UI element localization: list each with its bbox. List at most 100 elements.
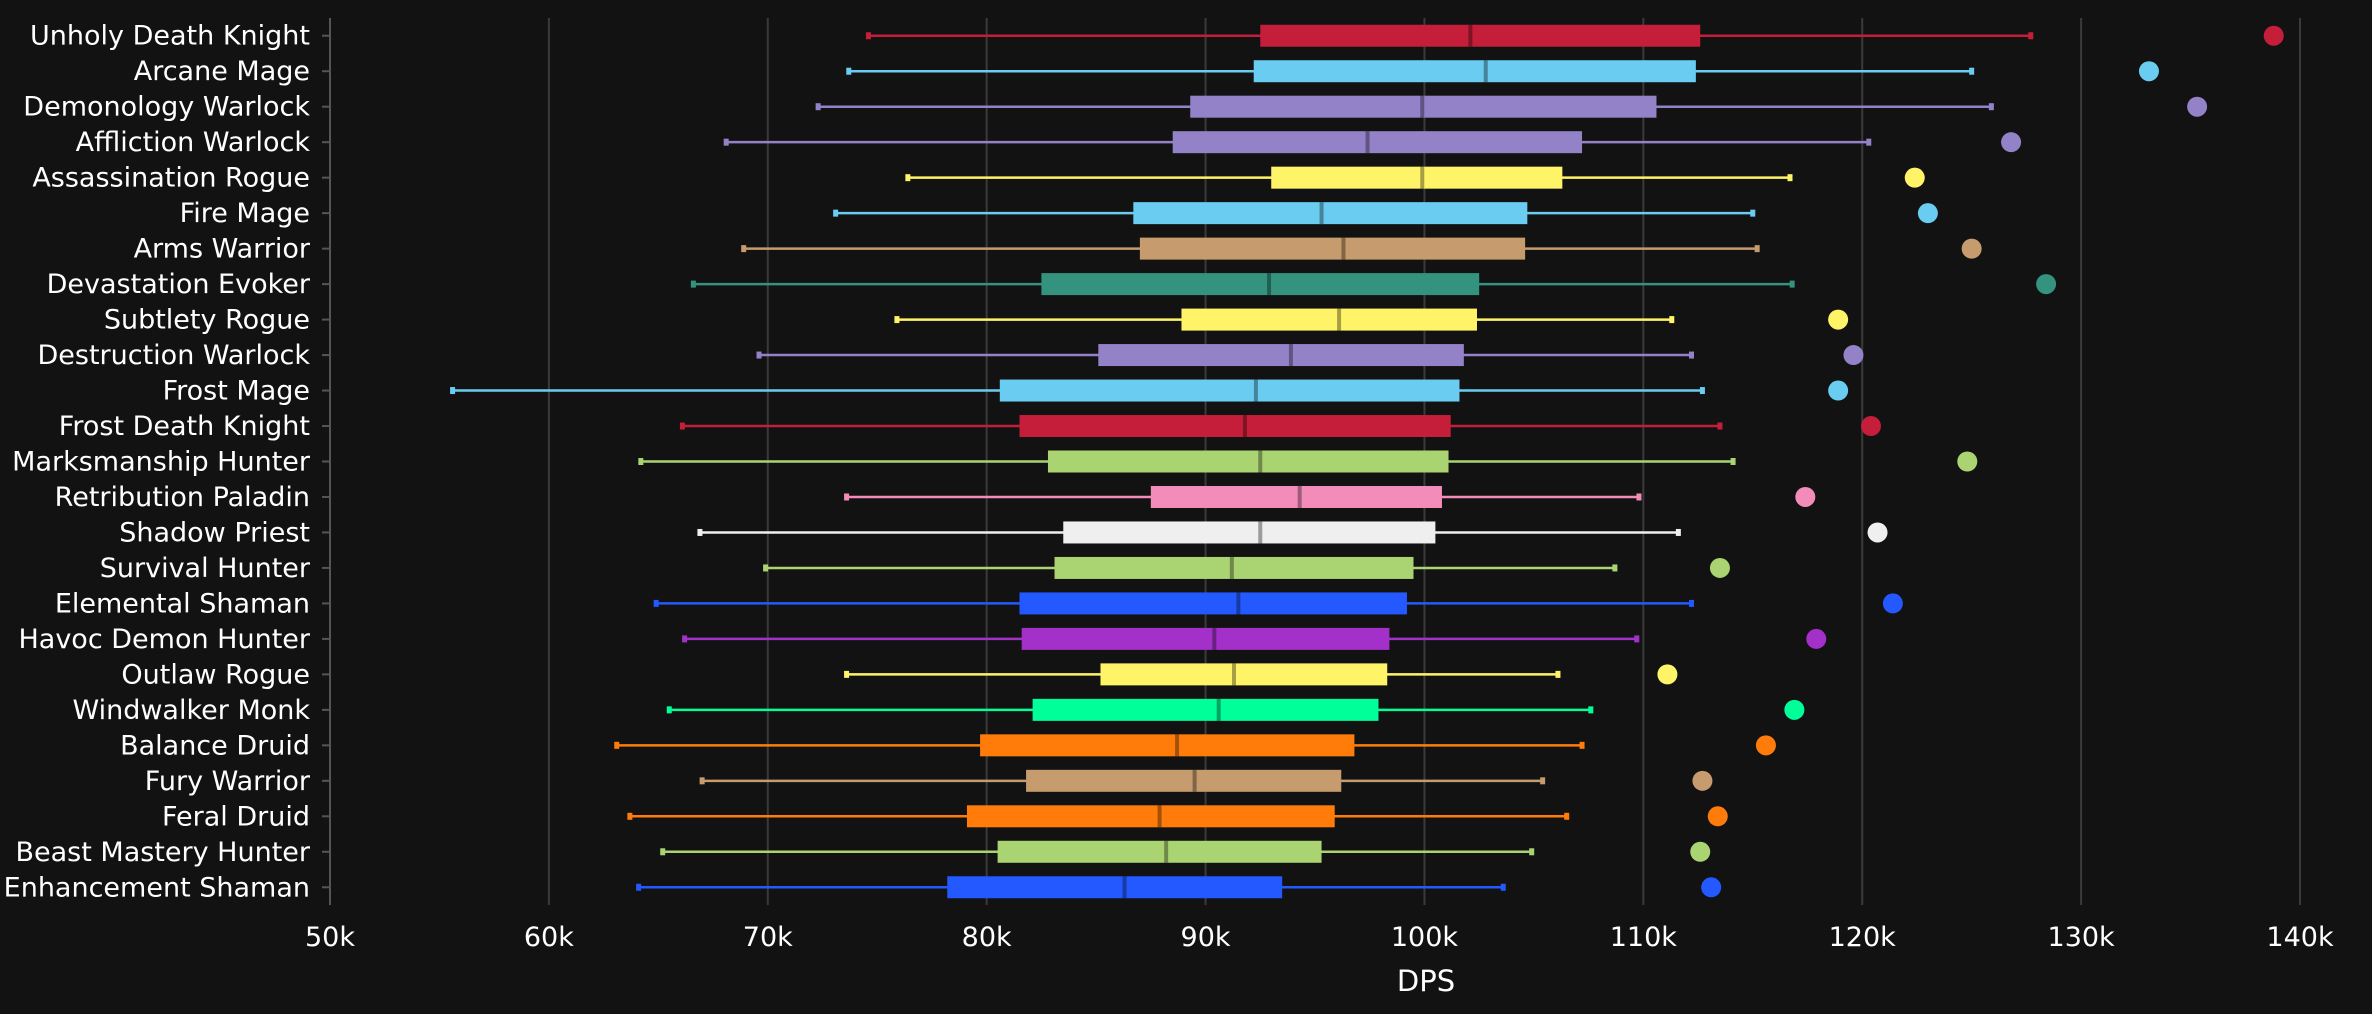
category-label: Fury Warrior: [145, 766, 311, 797]
category-label: Survival Hunter: [100, 553, 311, 584]
x-axis: 50k 60k 70k 80k 90k 100k 110k 120k 130k 140k: [305, 18, 2334, 953]
box-series: [450, 24, 2034, 899]
outlier-point: [1828, 380, 1849, 401]
box-group: [636, 876, 1506, 899]
category-label: Enhancement Shaman: [4, 872, 310, 903]
iqr-box: [1054, 556, 1414, 579]
category-label: Beast Mastery Hunter: [15, 837, 310, 868]
category-label: Feral Druid: [162, 801, 310, 832]
box-group: [690, 273, 1795, 296]
outlier-point: [1917, 203, 1938, 224]
outlier-point: [1961, 238, 1982, 259]
category-label: Assassination Rogue: [32, 163, 310, 194]
iqr-box: [1026, 769, 1342, 792]
box-group: [653, 592, 1694, 615]
iqr-box: [999, 379, 1460, 402]
category-label: Arms Warrior: [134, 234, 311, 265]
x-tick-label: 110k: [1610, 922, 1678, 953]
iqr-box: [1253, 60, 1696, 83]
box-group: [723, 131, 1872, 154]
category-label: Retribution Paladin: [55, 482, 310, 513]
iqr-box: [1098, 344, 1464, 367]
iqr-box: [997, 840, 1322, 863]
x-axis-label: DPS: [1397, 964, 1455, 998]
category-label: Fire Mage: [180, 198, 310, 229]
outlier-point: [2138, 61, 2159, 82]
outlier-point: [1701, 877, 1722, 898]
category-label: Subtlety Rogue: [104, 305, 310, 336]
outlier-point: [1867, 522, 1888, 543]
x-tick-label: 80k: [962, 922, 1012, 953]
x-tick-label: 90k: [1181, 922, 1231, 953]
category-label: Outlaw Rogue: [121, 659, 310, 690]
x-tick-label: 140k: [2266, 922, 2334, 953]
box-group: [846, 60, 1975, 83]
iqr-box: [1063, 521, 1436, 544]
box-group: [682, 627, 1640, 650]
box-group: [741, 237, 1760, 260]
iqr-box: [1172, 131, 1583, 154]
box-group: [697, 521, 1681, 544]
iqr-box: [1032, 698, 1379, 721]
category-label: Elemental Shaman: [55, 588, 310, 619]
iqr-box: [1019, 592, 1407, 615]
box-group: [679, 415, 1723, 438]
category-label: Arcane Mage: [134, 56, 310, 87]
iqr-box: [1139, 237, 1526, 260]
outlier-point: [1709, 557, 1730, 578]
outlier-point: [1755, 735, 1776, 756]
outlier-point: [1957, 451, 1978, 472]
box-group: [627, 805, 1570, 828]
iqr-box: [1190, 95, 1657, 118]
outlier-point: [1882, 593, 1903, 614]
outlier-point: [1860, 416, 1881, 437]
iqr-box: [1150, 485, 1442, 508]
iqr-box: [1047, 450, 1449, 473]
category-label: Affliction Warlock: [76, 127, 311, 158]
box-group: [666, 698, 1594, 721]
box-group: [815, 95, 1994, 118]
category-label: Balance Druid: [120, 730, 310, 761]
category-label: Devastation Evoker: [47, 269, 311, 300]
iqr-box: [980, 734, 1355, 757]
iqr-box: [1100, 663, 1388, 686]
category-label: Windwalker Monk: [72, 695, 310, 726]
box-group: [699, 769, 1546, 792]
iqr-box: [1133, 202, 1528, 225]
iqr-box: [1181, 308, 1477, 331]
iqr-box: [966, 805, 1335, 828]
category-label: Demonology Warlock: [23, 92, 310, 123]
iqr-box: [1021, 627, 1390, 650]
outlier-point: [1843, 345, 1864, 366]
box-group: [756, 344, 1694, 367]
category-label: Havoc Demon Hunter: [18, 624, 310, 655]
category-label: Shadow Priest: [119, 517, 310, 548]
outlier-point: [2187, 96, 2208, 117]
outlier-point: [1828, 309, 1849, 330]
box-group: [865, 24, 2034, 47]
box-group: [905, 166, 1793, 189]
iqr-box: [1260, 24, 1701, 47]
x-tick-label: 50k: [305, 922, 355, 953]
box-group: [894, 308, 1675, 331]
iqr-box: [947, 876, 1283, 899]
category-label: Marksmanship Hunter: [12, 447, 311, 478]
category-labels: Unholy Death Knight Arcane Mage Demonology…: [4, 21, 311, 904]
outlier-point: [1795, 486, 1816, 507]
outlier-point: [1707, 806, 1728, 827]
outlier-point: [1690, 841, 1711, 862]
box-group: [614, 734, 1585, 757]
box-group: [763, 556, 1618, 579]
outlier-point: [1784, 699, 1805, 720]
outlier-point: [2036, 274, 2057, 295]
x-tick-label: 120k: [1829, 922, 1897, 953]
outlier-point: [1692, 770, 1713, 791]
category-label: Frost Death Knight: [59, 411, 310, 442]
outlier-point: [1904, 167, 1925, 188]
x-tick-label: 60k: [524, 922, 574, 953]
outlier-point: [2001, 132, 2022, 153]
box-group: [833, 202, 1756, 225]
box-group: [844, 663, 1561, 686]
outlier-point: [2263, 25, 2284, 46]
